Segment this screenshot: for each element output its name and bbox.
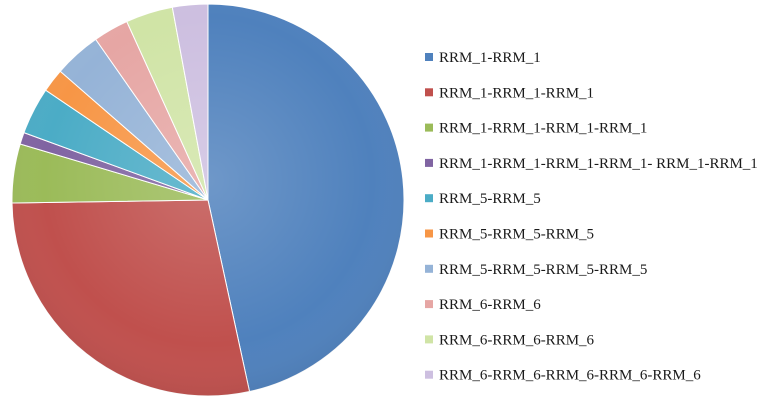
legend-item-3: RRM_1-RRM_1-RRM_1-RRM_1 [425,121,647,137]
legend-swatch-3 [425,123,433,132]
legend-swatch-9 [425,335,433,344]
legend-swatch-10 [425,370,433,379]
legend-swatch-4 [425,158,433,167]
legend-label-6: RRM_5-RRM_5-RRM_5 [439,227,594,243]
legend-swatch-5 [425,194,433,203]
pie-slices [11,3,405,397]
legend-item-6: RRM_5-RRM_5-RRM_5 [425,227,594,243]
legend-swatch-7 [425,264,433,273]
legend-item-9: RRM_6-RRM_6-RRM_6 [425,332,595,348]
legend: RRM_1-RRM_1 RRM_1-RRM_1-RRM_1 RRM_1-RRM_1-… [425,50,758,384]
pie-slice-2 [11,199,251,397]
legend-label-5: RRM_5-RRM_5 [439,191,541,207]
legend-label-3: RRM_1-RRM_1-RRM_1-RRM_1 [439,121,647,137]
legend-swatch-1 [425,53,433,61]
legend-item-1: RRM_1-RRM_1 [425,50,541,66]
legend-label-2: RRM_1-RRM_1-RRM_1 [439,85,594,101]
legend-item-10: RRM_6-RRM_6-RRM_6-RRM_6-RRM_6 [425,368,701,384]
legend-label-8: RRM_6-RRM_6 [439,297,541,313]
legend-item-5: RRM_5-RRM_5 [425,191,541,207]
legend-item-2: RRM_1-RRM_1-RRM_1 [425,85,594,101]
legend-label-7: RRM_5-RRM_5-RRM_5-RRM_5 [439,262,647,278]
legend-swatch-2 [425,88,433,97]
legend-item-8: RRM_6-RRM_6 [425,297,541,313]
legend-swatch-6 [425,229,433,238]
legend-item-7: RRM_5-RRM_5-RRM_5-RRM_5 [425,262,647,278]
legend-label-9: RRM_6-RRM_6-RRM_6 [439,332,595,348]
legend-item-4: RRM_1-RRM_1-RRM_1-RRM_1- RRM_1-RRM_1 [425,156,758,172]
legend-label-1: RRM_1-RRM_1 [439,50,541,66]
legend-swatch-8 [425,300,433,309]
legend-label-4: RRM_1-RRM_1-RRM_1-RRM_1- RRM_1-RRM_1 [439,156,758,172]
legend-label-10: RRM_6-RRM_6-RRM_6-RRM_6-RRM_6 [439,368,701,384]
